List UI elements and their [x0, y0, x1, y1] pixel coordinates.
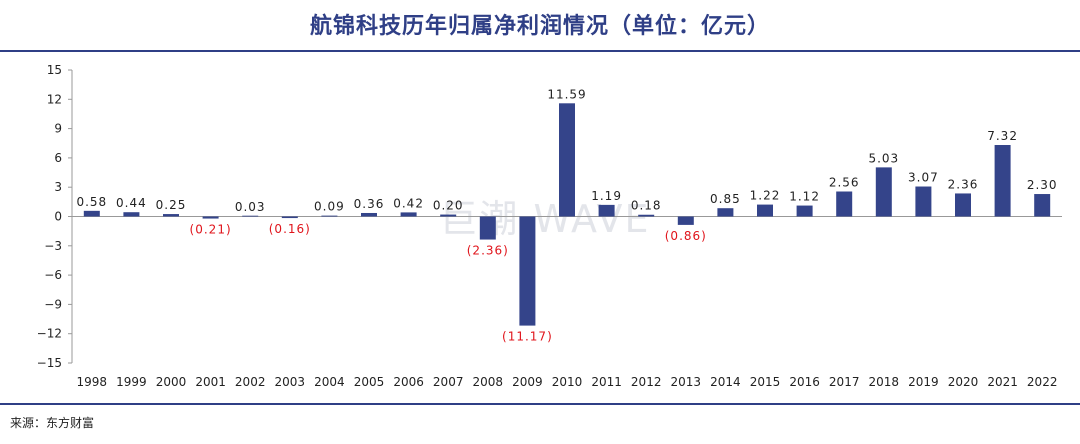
x-tick-label-2010: 2010 — [552, 375, 583, 389]
footer-divider — [0, 403, 1080, 405]
bar-2022 — [1034, 194, 1051, 217]
data-label-2002: 0.03 — [235, 200, 266, 214]
bars — [83, 103, 1051, 326]
data-label-2014: 0.85 — [710, 192, 741, 206]
bar-2021 — [994, 145, 1011, 217]
x-axis: 1998 1999 2000 2001 2002 2003 2004 2005 2006 2007… — [77, 375, 1058, 389]
y-tick-label: 0 — [54, 210, 62, 224]
x-tick-label-1999: 1999 — [116, 375, 147, 389]
x-tick-label-2012: 2012 — [631, 375, 662, 389]
x-tick-label-2004: 2004 — [314, 375, 345, 389]
x-tick-label-2015: 2015 — [750, 375, 781, 389]
data-label-2006: 0.42 — [393, 196, 424, 210]
data-label-2018: 5.03 — [868, 151, 899, 165]
x-tick-label-2011: 2011 — [591, 375, 622, 389]
bar-2002 — [242, 215, 259, 217]
bar-2018 — [875, 167, 892, 217]
data-label-2017: 2.56 — [829, 175, 860, 189]
bar-2016 — [796, 205, 813, 217]
y-tick-label: 12 — [47, 92, 62, 106]
title-divider — [0, 50, 1080, 52]
data-label-2001: (0.21) — [190, 223, 232, 237]
data-label-2003: (0.16) — [269, 222, 311, 236]
y-tick-label: −3 — [44, 239, 62, 253]
x-tick-label-2008: 2008 — [473, 375, 504, 389]
bar-2019 — [915, 186, 932, 217]
y-tick-label: −6 — [44, 268, 62, 282]
chart-title: 航锦科技历年归属净利润情况（单位：亿元） — [309, 14, 770, 39]
bar-2017 — [836, 191, 853, 217]
x-tick-label-2021: 2021 — [987, 375, 1018, 389]
x-tick-label-2003: 2003 — [275, 375, 306, 389]
bar-2001 — [202, 216, 219, 219]
x-tick-label-2007: 2007 — [433, 375, 464, 389]
data-label-2015: 1.22 — [750, 189, 781, 203]
bar-2004 — [321, 215, 338, 217]
data-labels: 0.58 0.44 0.25(0.21)0.03(0.16)0.09 0.36 0.42… — [76, 87, 1058, 344]
bar-2011 — [598, 204, 615, 217]
y-tick-label: 9 — [54, 122, 62, 136]
x-tick-label-2019: 2019 — [908, 375, 939, 389]
x-tick-label-2017: 2017 — [829, 375, 860, 389]
y-tick-label: −12 — [37, 327, 62, 341]
x-tick-label-2016: 2016 — [789, 375, 820, 389]
y-tick-label: 6 — [54, 151, 62, 165]
x-tick-label-2002: 2002 — [235, 375, 266, 389]
y-tick-label: 15 — [47, 63, 62, 77]
data-label-2020: 2.36 — [948, 177, 979, 191]
data-label-2011: 1.19 — [591, 189, 622, 203]
source-note: 来源：东方财富 — [10, 416, 95, 430]
x-tick-label-2018: 2018 — [869, 375, 900, 389]
bar-2007 — [440, 214, 457, 217]
y-axis: 15 12 9 6 3 0 −3 −6 −9 −12 −15 — [37, 63, 1062, 370]
data-label-2005: 0.36 — [354, 197, 385, 211]
bar-1999 — [123, 212, 140, 217]
bar-2009 — [519, 216, 536, 326]
bar-2006 — [400, 212, 417, 217]
data-label-2022: 2.30 — [1027, 178, 1058, 192]
x-tick-label-2005: 2005 — [354, 375, 385, 389]
data-label-2000: 0.25 — [156, 198, 187, 212]
data-label-1999: 0.44 — [116, 196, 147, 210]
bar-2005 — [361, 212, 377, 217]
data-label-2019: 3.07 — [908, 171, 939, 185]
x-tick-label-2020: 2020 — [948, 375, 979, 389]
data-label-2007: 0.20 — [433, 199, 464, 213]
data-label-2010: 11.59 — [547, 87, 586, 101]
bar-2000 — [163, 214, 179, 217]
data-label-2004: 0.09 — [314, 200, 345, 214]
y-tick-label: −15 — [37, 356, 62, 370]
bar-1998 — [83, 210, 100, 217]
data-label-2016: 1.12 — [789, 190, 820, 204]
bar-2012 — [638, 214, 655, 217]
bar-2008 — [479, 216, 496, 240]
bar-2020 — [955, 193, 971, 217]
data-label-2012: 0.18 — [631, 199, 662, 213]
data-label-2021: 7.32 — [987, 129, 1018, 143]
x-tick-label-2022: 2022 — [1027, 375, 1058, 389]
x-tick-label-2014: 2014 — [710, 375, 741, 389]
data-label-1998: 0.58 — [76, 195, 107, 209]
x-tick-label-2001: 2001 — [195, 375, 226, 389]
bar-2013 — [677, 216, 694, 225]
x-tick-label-1998: 1998 — [77, 375, 108, 389]
data-label-2008: (2.36) — [467, 244, 509, 258]
y-tick-label: 3 — [54, 180, 62, 194]
x-tick-label-2013: 2013 — [671, 375, 702, 389]
watermark: 巨潮 WAVE — [439, 197, 650, 241]
data-label-2013: (0.86) — [665, 229, 707, 243]
bar-2003 — [281, 216, 298, 219]
bar-2010 — [559, 103, 575, 217]
bar-2014 — [717, 208, 734, 217]
bar-2015 — [757, 204, 773, 217]
x-tick-label-2006: 2006 — [393, 375, 424, 389]
data-label-2009: (11.17) — [502, 330, 553, 344]
x-tick-label-2000: 2000 — [156, 375, 187, 389]
y-tick-label: −9 — [44, 297, 62, 311]
bar-chart: 巨潮 WAVE 15 12 9 6 3 0 −3 −6 −9 −12 −15 0.58 0.44 0.2… — [37, 63, 1062, 389]
x-tick-label-2009: 2009 — [512, 375, 543, 389]
